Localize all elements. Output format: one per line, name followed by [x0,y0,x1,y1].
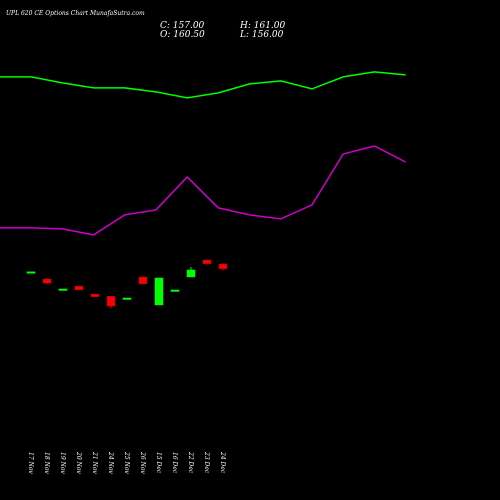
chart-title: UPL 620 CE Options Chart MunafaSutra.com [6,10,145,17]
x-tick-label: 26 Nov [139,451,146,474]
candle-body [138,276,148,285]
candle-body [90,293,100,298]
x-tick-label: 24 Nov [107,451,114,474]
low-label: L: 156.00 [239,30,284,40]
candle-body [122,297,132,300]
x-tick-label: 20 Nov [75,451,82,474]
candle-body [106,295,116,307]
candle-body [186,269,196,278]
x-tick-label: 25 Nov [123,451,130,474]
x-tick-label: 24 Dec [219,451,226,474]
candle-body [154,277,164,306]
indicator-line [0,71,406,99]
x-tick-label: 18 Nov [43,452,50,474]
indicator-line [0,145,406,236]
candle-body [218,263,228,270]
candle-body [26,271,36,274]
candle-body [58,288,68,291]
candle-body [74,285,84,291]
x-tick-label: 16 Dec [171,452,178,474]
candle-body [170,289,180,292]
x-tick-label: 17 Nov [27,452,34,474]
x-tick-label: 19 Nov [59,452,66,474]
candle-body [202,259,212,265]
x-tick-label: 23 Dec [203,451,210,474]
x-tick-label: 21 Nov [91,451,98,474]
candle-body [42,278,52,284]
close-label: C: 157.00 [160,21,205,31]
x-tick-label: 15 Dec [155,452,162,474]
open-label: O: 160.50 [160,30,205,40]
high-label: H: 161.00 [239,21,286,31]
x-tick-label: 22 Dec [187,451,194,474]
